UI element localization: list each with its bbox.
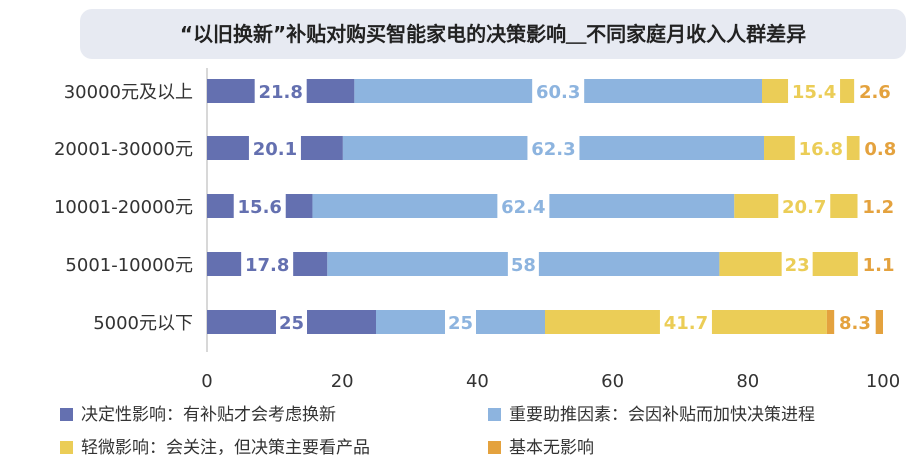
legend-label-none: 基本无影响 [509, 438, 594, 458]
bar-chart: 30000元及以上 21.8 60.3 15.4 2.6 20001-30000元 20.1… [54, 68, 902, 392]
legend-label-decisive: 决定性影响：有补贴才会考虑换新 [81, 405, 336, 425]
category-label: 10001-20000元 [54, 197, 193, 218]
category-label: 30000元及以上 [64, 82, 193, 103]
data-label-box [857, 251, 900, 277]
x-tick-label: 60 [601, 371, 624, 392]
category-label: 5000元以下 [93, 313, 193, 334]
data-label: 21.8 [258, 82, 302, 103]
data-label-box [527, 135, 580, 161]
legend-swatch-important [488, 408, 501, 421]
data-label-box [778, 193, 831, 219]
legend-item-slight: 轻微影响：会关注，但决策主要看产品 [60, 433, 370, 458]
data-label: 1.2 [862, 197, 894, 218]
data-label-box [445, 309, 476, 335]
data-label: 25 [448, 313, 473, 334]
data-label-box [834, 309, 876, 335]
data-label: 62.4 [501, 197, 545, 218]
x-tick-label: 80 [736, 371, 759, 392]
data-label-box [507, 251, 539, 277]
data-label-box [859, 135, 902, 161]
data-label: 17.8 [245, 255, 289, 276]
data-label: 15.6 [238, 197, 282, 218]
data-label-box [781, 251, 813, 277]
data-label: 20.1 [253, 139, 297, 160]
data-label: 16.8 [799, 139, 843, 160]
data-label-box [497, 193, 550, 219]
chart-title-box: “以旧换新”补贴对购买智能家电的决策影响＿不同家庭月收入人群差异 [80, 9, 906, 59]
legend-label-important: 重要助推因素：会因补贴而加快决策进程 [509, 405, 815, 425]
data-label: 60.3 [536, 82, 580, 103]
category-label: 5001-10000元 [65, 255, 193, 276]
data-label-box [248, 135, 301, 161]
data-label: 23 [785, 255, 810, 276]
x-tick-label: 100 [866, 371, 900, 392]
legend-item-important: 重要助推因素：会因补贴而加快决策进程 [488, 400, 815, 425]
data-label: 62.3 [531, 139, 575, 160]
data-label: 0.8 [864, 139, 896, 160]
data-label-box [241, 251, 294, 277]
x-tick-label: 40 [466, 371, 489, 392]
legend-label-slight: 轻微影响：会关注，但决策主要看产品 [81, 438, 370, 458]
data-label: 25 [279, 313, 304, 334]
data-label: 41.7 [664, 313, 708, 334]
chart-title: “以旧换新”补贴对购买智能家电的决策影响＿不同家庭月收入人群差异 [179, 22, 807, 46]
data-label-box [857, 193, 900, 219]
data-label: 58 [511, 255, 536, 276]
data-label: 15.4 [792, 82, 836, 103]
legend-swatch-decisive [60, 408, 73, 421]
data-label-box [254, 78, 307, 104]
data-label: 2.6 [859, 82, 891, 103]
data-label: 20.7 [782, 197, 826, 218]
legend-swatch-none [488, 441, 501, 454]
data-label-box [276, 309, 307, 335]
data-label: 1.1 [863, 255, 895, 276]
data-label-box [794, 135, 847, 161]
x-tick-label: 20 [331, 371, 354, 392]
legend-swatch-slight [60, 441, 73, 454]
data-label-box [854, 78, 896, 104]
data-label-box [532, 78, 585, 104]
x-tick-label: 0 [201, 371, 212, 392]
data-label-box [788, 78, 841, 104]
category-label: 20001-30000元 [54, 139, 193, 160]
legend-item-decisive: 决定性影响：有补贴才会考虑换新 [60, 400, 336, 425]
data-label-box [233, 193, 286, 219]
data-label-box [659, 309, 712, 335]
legend-item-none: 基本无影响 [488, 433, 594, 458]
data-label: 8.3 [839, 313, 871, 334]
